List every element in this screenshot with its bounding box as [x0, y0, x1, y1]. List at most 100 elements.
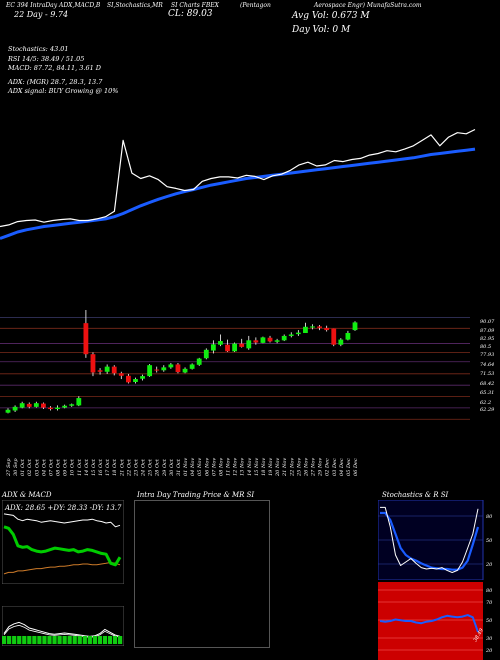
candle-body [253, 340, 259, 343]
date-tick-label: 27 Sep [6, 458, 12, 477]
macd-histogram-bar [77, 636, 82, 644]
candle-body [310, 326, 315, 328]
price-tick-label: 62.2 [480, 400, 491, 406]
candle-body [218, 341, 223, 345]
candle-body [246, 340, 252, 349]
date-tick-label: 30 Oct [169, 458, 175, 476]
plus-dy-line [3, 513, 121, 528]
candle-body [196, 358, 202, 365]
date-tick-label: 09 Oct [63, 458, 69, 476]
date-tick-label: 10 Oct [70, 458, 76, 476]
macd-histogram-bar [92, 636, 97, 644]
candle-body [324, 327, 330, 331]
candle-body [147, 365, 153, 377]
date-tick-label: 20 Nov [275, 458, 281, 477]
macd-histogram-bar [62, 636, 67, 644]
macd-histogram-bar [67, 636, 72, 644]
macd-panel [2, 606, 124, 646]
price-average-chart [0, 128, 476, 240]
macd-histogram-bar [22, 636, 27, 644]
date-tick-label: 25 Oct [148, 458, 154, 477]
candle-body [203, 349, 209, 359]
date-tick-label: 27 Nov [311, 458, 317, 477]
macd-histogram-bar [2, 636, 7, 644]
date-tick-label: 02 Oct [27, 458, 33, 476]
macd-histogram-bar [27, 636, 32, 644]
header-title-4-wrap: (Pentagon [240, 2, 271, 9]
date-tick-label: 24 Oct [141, 458, 147, 477]
avg-vol: Avg Vol: 0.673 M [292, 11, 370, 21]
header-title-3: SI Charts FBEX [171, 2, 219, 9]
macd-line [3, 621, 121, 637]
minus-dy-line [3, 562, 121, 575]
candle-body [33, 403, 39, 407]
candle-body [76, 398, 82, 406]
date-tick-label: 08 Nov [218, 458, 224, 476]
date-tick-label: 05 Nov [197, 458, 203, 476]
date-tick-label: 14 Oct [84, 458, 90, 476]
candle-body [62, 405, 68, 408]
candle-body [303, 326, 308, 334]
macd-histogram-bar [118, 636, 123, 644]
rsi-tick-label: 80 [486, 588, 493, 594]
date-tick-label: 26 Nov [303, 458, 309, 477]
stochastics-panel: 80 50 20 [378, 500, 493, 580]
candle-body [267, 337, 273, 342]
date-tick-label: 21 Oct [119, 458, 125, 477]
date-tick-label: 15 Nov [254, 458, 260, 476]
date-tick-label: 02 Dec [325, 458, 331, 476]
candle-body [55, 407, 60, 410]
candle-body [83, 323, 89, 355]
date-tick-label: 12 Nov [233, 458, 239, 476]
macd-histogram-bar [107, 636, 113, 644]
macd-histogram-bar [57, 636, 62, 644]
adx-panel: ADX: 28.65 +DY: 28.33 -DY: 13.7 [2, 500, 124, 584]
candle-body [168, 364, 174, 368]
date-tick-label: 06 Nov [204, 458, 210, 476]
macd-histogram-bar [97, 636, 103, 644]
candle-body [26, 403, 32, 407]
price-tick-label: 82.95 [480, 336, 494, 342]
stoch-rsi-title: Stochastics & R SI [382, 491, 449, 499]
header-title-5: Aerospace Engr) MunafaSutra.com [314, 2, 422, 9]
candle-body [317, 326, 322, 328]
date-tick-label: 25 Nov [296, 458, 302, 477]
candle-body [12, 406, 18, 411]
date-tick-label: 18 Nov [261, 458, 267, 476]
rsi-tick-label: 20 [485, 648, 493, 654]
candle-body [69, 404, 75, 406]
average-line [0, 147, 476, 240]
price-tick-label: 87.09 [480, 328, 495, 334]
price-tick-label: 74.64 [480, 362, 494, 368]
candle-body [232, 343, 238, 352]
date-tick-label: 15 Oct [91, 458, 97, 476]
candle-body [182, 368, 188, 373]
adx-info: ADX: (MGR) 28.7, 28.3, 13.7 [8, 78, 103, 86]
candle-body [104, 366, 110, 372]
candle-body [140, 376, 145, 379]
macd-histogram-bar [12, 636, 17, 644]
date-tick-label: 06 Dec [353, 458, 359, 476]
header-title-2: SI,Stochastics,MR [107, 2, 163, 9]
price-tick-label: 90.07 [480, 319, 495, 325]
stoch-tick-label: 50 [486, 538, 493, 544]
candle-body [239, 343, 245, 347]
header-title-4: (Pentagon [240, 2, 271, 9]
adx-macd-title: ADX & MACD [2, 491, 52, 499]
date-tick-label: 05 Dec [346, 458, 352, 476]
date-tick-label: 16 Oct [98, 458, 104, 476]
header-line: EC 394 IntraDay ADX,MACD,B [6, 2, 100, 9]
rsi-line [379, 614, 479, 633]
adx-legend: ADX: 28.65 +DY: 28.33 -DY: 13.7 [4, 504, 122, 512]
stoch-tick-label: 80 [486, 514, 493, 520]
price-tick-label: 68.42 [480, 381, 494, 387]
date-tick-label: 21 Nov [282, 458, 288, 477]
intraday-panel [134, 500, 270, 648]
macd-histogram-bar [82, 636, 87, 644]
candle-body [111, 366, 117, 374]
macd-histogram-bar [87, 636, 92, 644]
candle-body [154, 369, 160, 371]
close-label: CL: 89.03 [168, 9, 213, 19]
stoch-k-line [380, 506, 479, 573]
candle-body [281, 335, 287, 341]
